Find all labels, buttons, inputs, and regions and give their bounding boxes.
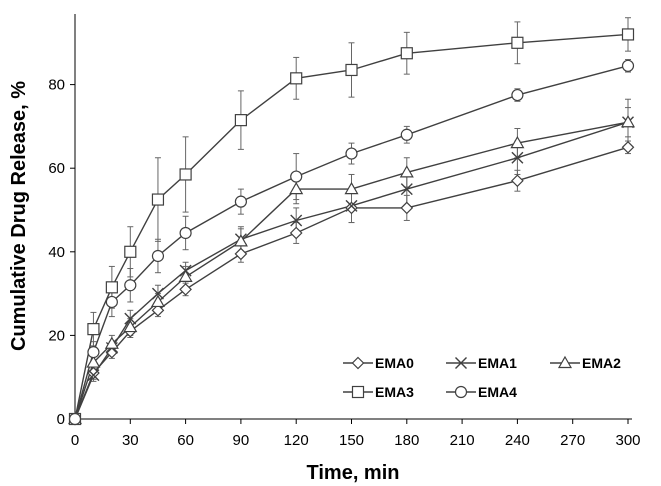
data-point-ema2 — [399, 165, 414, 178]
tick-labels: 0 20 40 60 80 0 30 60 90 120 150 180 210 240 270 300 — [48, 77, 640, 449]
y-axis-label: Cumulative Drug Release, % — [8, 81, 30, 351]
series-line-ema0 — [74, 146, 629, 420]
legend-item-ema0: EMA0 — [343, 355, 414, 371]
data-point-ema3 — [87, 323, 100, 336]
x-tick-label: 30 — [122, 432, 139, 449]
data-point-ema0 — [234, 247, 248, 261]
legend: EMA0 EMA1 EMA2 EMA3 EMA4 — [343, 355, 621, 400]
data-point-ema2 — [150, 294, 165, 308]
legend-label: EMA0 — [375, 355, 414, 371]
data-point-ema2 — [104, 336, 119, 349]
axes — [70, 14, 632, 424]
data-point-ema3 — [621, 28, 635, 41]
data-point-ema3 — [105, 281, 118, 294]
y-tick-label: 80 — [48, 77, 65, 94]
data-point-ema4 — [68, 412, 82, 426]
x-tick-label: 300 — [615, 432, 640, 449]
legend-label: EMA1 — [478, 355, 517, 371]
data-point-ema4 — [290, 170, 303, 183]
data-point-ema0 — [179, 283, 192, 296]
legend-marker — [557, 355, 573, 369]
legend-marker — [351, 385, 365, 399]
data-point-ema0 — [345, 201, 358, 215]
legend-label: EMA2 — [582, 355, 621, 371]
legend-item-ema1: EMA1 — [446, 355, 517, 371]
data-point-ema4 — [105, 295, 118, 309]
series-line-ema3 — [74, 33, 629, 420]
series-line-ema4 — [74, 65, 629, 420]
x-tick-label: 0 — [71, 432, 79, 449]
data-point-ema2 — [620, 115, 636, 128]
data-point-ema0 — [151, 303, 165, 317]
legend-label: EMA3 — [375, 384, 414, 400]
data-point-ema3 — [151, 193, 165, 206]
legend-item-ema4: EMA4 — [446, 384, 517, 400]
error-bars — [90, 17, 631, 382]
data-point-ema4 — [234, 195, 247, 208]
data-point-ema3 — [511, 36, 524, 49]
y-tick-label: 60 — [48, 160, 65, 177]
data-point-ema2 — [123, 319, 138, 333]
legend-item-ema2: EMA2 — [550, 355, 621, 371]
x-axis-label: Time, min — [307, 462, 400, 484]
y-tick-label: 0 — [57, 411, 65, 428]
x-tick-label: 150 — [339, 432, 364, 449]
data-point-ema3 — [124, 245, 137, 258]
x-tick-label: 60 — [177, 432, 194, 449]
data-point-ema4 — [179, 226, 192, 240]
legend-marker — [351, 356, 365, 370]
y-tick-label: 40 — [48, 244, 65, 261]
data-point-ema4 — [124, 279, 137, 292]
data-point-ema2 — [344, 181, 359, 195]
data-point-ema2 — [510, 135, 525, 149]
data-point-ema1 — [345, 199, 358, 212]
data-point-ema2 — [86, 355, 101, 368]
data-point-ema4 — [511, 88, 524, 102]
data-point-ema0 — [105, 345, 119, 359]
legend-marker — [454, 385, 468, 399]
data-point-ema1 — [151, 287, 164, 300]
data-point-ema0 — [511, 174, 524, 188]
data-point-ema4 — [87, 346, 100, 359]
data-point-ema3 — [290, 72, 303, 85]
data-point-ema1 — [511, 151, 524, 164]
data-point-ema1 — [87, 369, 100, 382]
legend-marker — [455, 357, 467, 369]
legend-label: EMA4 — [478, 384, 517, 400]
data-point-ema1 — [290, 214, 303, 227]
data-point-ema3 — [234, 114, 247, 127]
x-tick-label: 210 — [450, 432, 475, 449]
data-point-ema1 — [400, 183, 413, 196]
legend-item-ema3: EMA3 — [343, 384, 414, 400]
data-point-ema4 — [400, 128, 413, 141]
x-tick-label: 240 — [505, 432, 530, 449]
x-tick-label: 120 — [284, 432, 309, 449]
x-tick-label: 180 — [394, 432, 419, 449]
data-point-ema3 — [345, 63, 358, 77]
data-point-ema4 — [151, 249, 165, 263]
data-point-ema1 — [124, 312, 137, 325]
data-point-ema0 — [621, 140, 635, 154]
data-point-ema4 — [621, 59, 635, 72]
series-markers — [67, 28, 636, 426]
x-tick-label: 270 — [560, 432, 585, 449]
y-tick-label: 20 — [48, 327, 65, 344]
x-tick-label: 90 — [233, 432, 250, 449]
data-point-ema2 — [289, 181, 304, 195]
data-point-ema0 — [289, 226, 303, 240]
data-point-ema2 — [178, 269, 193, 282]
data-point-ema4 — [345, 147, 358, 160]
data-point-ema3 — [400, 47, 413, 60]
data-point-ema0 — [400, 201, 414, 215]
data-point-ema3 — [179, 168, 192, 181]
data-point-ema2 — [233, 234, 248, 247]
